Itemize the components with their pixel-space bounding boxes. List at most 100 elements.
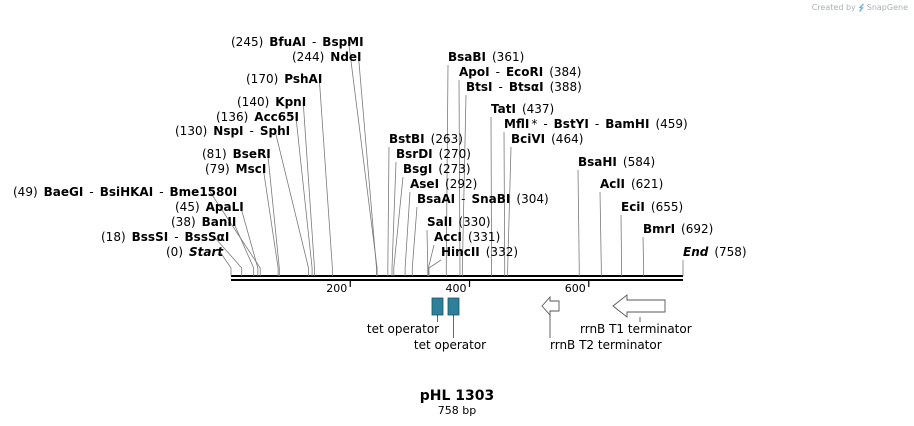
site-position: (292) <box>445 177 477 191</box>
site-position: (361) <box>492 50 524 64</box>
site-baegi[interactable]: (49) BaeGI - BsiHKAI - Bme1580I <box>13 185 237 199</box>
enzyme-name: End <box>683 245 709 259</box>
leader-line <box>461 94 467 276</box>
site-position: (464) <box>551 132 583 146</box>
site-label: (244) NdeI <box>292 50 362 64</box>
site-label: (0) Start <box>166 245 224 259</box>
site-hincii[interactable]: HincII (332) <box>441 245 518 259</box>
site-apali[interactable]: (45) ApaLI <box>175 200 244 214</box>
enzyme-name: BfuAI <box>269 35 306 49</box>
leader-line <box>507 146 512 276</box>
feature-tet-operator-2-box[interactable] <box>447 297 460 316</box>
enzyme-name: EcoRI <box>506 65 543 79</box>
site-label: (49) BaeGI - BsiHKAI - Bme1580I <box>13 185 237 199</box>
site-bseri[interactable]: (81) BseRI <box>202 147 271 161</box>
leader-line <box>577 169 580 276</box>
site-label: (140) KpnI <box>237 95 306 109</box>
site-bfuai[interactable]: (245) BfuAI - BspMI <box>231 35 364 49</box>
site-position: (245) <box>231 35 263 49</box>
enzyme-name: BstYI <box>554 117 589 131</box>
enzyme-name: BstBI <box>389 132 425 146</box>
leader-line <box>240 206 259 276</box>
leader-line <box>404 191 411 276</box>
site-acli[interactable]: AclI (621) <box>600 177 663 191</box>
feature-rrnb-t1-arrow[interactable] <box>612 294 666 318</box>
site-position: (263) <box>431 132 463 146</box>
site-label: BstBI (263) <box>389 132 463 146</box>
site-position: (170) <box>246 72 278 86</box>
site-sali[interactable]: SalI (330) <box>427 215 491 229</box>
site-bsrdi[interactable]: BsrDI (270) <box>396 147 471 161</box>
site-acci[interactable]: AccI (331) <box>434 230 500 244</box>
leader-line <box>428 259 442 276</box>
site-label: TatI (437) <box>491 102 554 116</box>
enzyme-name: BssSαI <box>185 230 230 244</box>
enzyme-name: ApaLI <box>206 200 244 214</box>
enzyme-name: BaeGI <box>44 185 84 199</box>
site-label: BtsI - BtsαI (388) <box>466 80 582 94</box>
enzyme-name: AclI <box>600 177 625 191</box>
enzyme-name: SnaBI <box>471 192 510 206</box>
site-label: BciVI (464) <box>511 132 583 146</box>
site-mfli[interactable]: MflI * - BstYI - BamHI (459) <box>504 117 688 131</box>
site-ecii[interactable]: EciI (655) <box>621 200 683 214</box>
site-bcivi[interactable]: BciVI (464) <box>511 132 583 146</box>
site-label: ApoI - EcoRI (384) <box>459 65 581 79</box>
enzyme-name: BsrDI <box>396 147 433 161</box>
site-label: (245) BfuAI - BspMI <box>231 35 364 49</box>
enzyme-name: NdeI <box>330 50 361 64</box>
site-leader-lines <box>209 41 684 276</box>
site-position: (140) <box>237 95 269 109</box>
site-banii[interactable]: (38) BanII <box>171 215 236 229</box>
site-position: (584) <box>623 155 655 169</box>
site-position: (18) <box>101 230 126 244</box>
site-bsahi[interactable]: BsaHI (584) <box>578 155 655 169</box>
site-pshai[interactable]: (170) PshAI <box>246 72 322 86</box>
site-bsssi[interactable]: (18) BssSI - BssSαI <box>101 230 229 244</box>
axis-tick-label: 400 <box>446 282 467 295</box>
site-btsi[interactable]: BtsI - BtsαI (388) <box>466 80 582 94</box>
enzyme-name: TatI <box>491 102 516 116</box>
site-position: (49) <box>13 185 38 199</box>
feature-tet-operator-1-box[interactable] <box>431 297 444 316</box>
site-bsaai[interactable]: BsaAI - SnaBI (304) <box>417 192 549 206</box>
site-acc65i[interactable]: (136) Acc65I <box>216 110 299 124</box>
site-bstbi[interactable]: BstBI (263) <box>389 132 463 146</box>
site-label: SalI (330) <box>427 215 491 229</box>
site-position: (45) <box>175 200 200 214</box>
leader-line <box>232 221 255 276</box>
site-kpni[interactable]: (140) KpnI <box>237 95 306 109</box>
site-position: (136) <box>216 110 248 124</box>
leader-line <box>267 153 280 276</box>
leader-line <box>302 101 315 276</box>
enzyme-name: BsgI <box>403 162 432 176</box>
plasmid-name: pHL 1303 <box>420 388 495 404</box>
site-start[interactable]: (0) Start <box>166 245 224 259</box>
site-bmri[interactable]: BmrI (692) <box>643 222 713 236</box>
leader-line <box>490 116 492 276</box>
leader-line <box>219 251 232 276</box>
site-position: (692) <box>681 222 713 236</box>
site-label: (136) Acc65I <box>216 110 299 124</box>
site-apoi[interactable]: ApoI - EcoRI (384) <box>459 65 581 79</box>
leader-line <box>209 191 261 276</box>
leader-line <box>274 130 309 276</box>
axis-ticks: 200 400 600 <box>326 281 590 295</box>
separator: - <box>250 124 254 138</box>
enzyme-name: AccI <box>434 230 462 244</box>
leader-line <box>503 131 506 276</box>
feature-rrnb-t2-arrow[interactable] <box>541 295 560 317</box>
site-nspi[interactable]: (130) NspI - SphI <box>175 124 290 138</box>
leader-line <box>387 146 390 276</box>
leader-line <box>358 56 377 276</box>
leader-line <box>348 41 378 276</box>
enzyme-name: MflI <box>504 117 529 131</box>
site-tati[interactable]: TatI (437) <box>491 102 554 116</box>
site-msci[interactable]: (79) MscI <box>205 162 266 176</box>
site-asei[interactable]: AseI (292) <box>410 177 477 191</box>
site-ndei[interactable]: (244) NdeI <box>292 50 362 64</box>
site-bsabi[interactable]: BsaBI (361) <box>448 50 524 64</box>
site-bsgi[interactable]: BsgI (273) <box>403 162 471 176</box>
enzyme-name: BciVI <box>511 132 545 146</box>
site-end[interactable]: End (758) <box>683 245 747 259</box>
